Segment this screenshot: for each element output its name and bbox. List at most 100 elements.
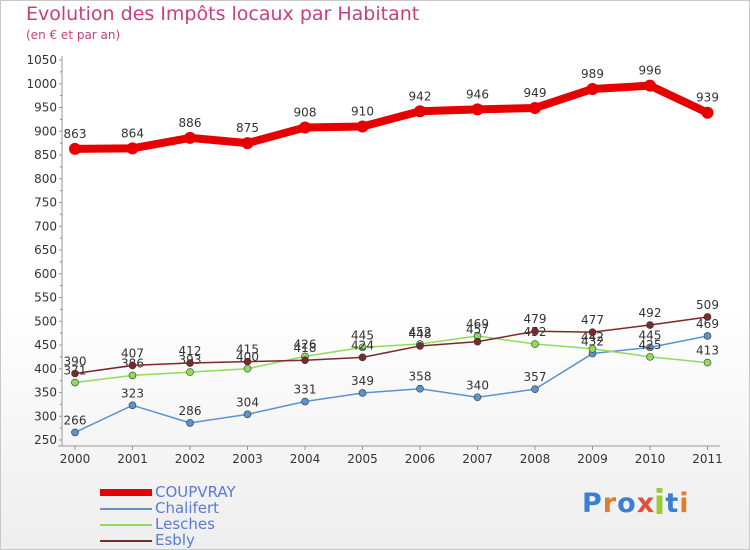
logo-letter: t xyxy=(665,488,680,519)
logo-letter: i xyxy=(679,488,690,519)
legend-label: COUPVRAY xyxy=(155,483,236,501)
proxiti-logo[interactable]: Proxiti xyxy=(582,484,690,523)
data-label: 509 xyxy=(696,298,719,312)
data-label: 357 xyxy=(524,370,547,384)
data-label: 910 xyxy=(351,105,374,119)
data-label: 304 xyxy=(236,395,259,409)
y-tick-label: 850 xyxy=(34,148,57,162)
data-point xyxy=(128,371,137,380)
data-label: 989 xyxy=(581,67,604,81)
chart-subtitle: (en € et par an) xyxy=(26,28,121,42)
data-point xyxy=(69,142,81,155)
x-tick-label: 2006 xyxy=(405,452,436,466)
data-point xyxy=(703,358,712,367)
legend-label: Esbly xyxy=(155,531,195,549)
data-label: 331 xyxy=(294,383,317,397)
y-tick-label: 800 xyxy=(34,172,57,186)
legend-swatch xyxy=(100,540,152,542)
logo-letter: P xyxy=(582,488,603,519)
legend-swatch xyxy=(100,524,152,526)
data-point xyxy=(588,328,597,336)
data-label: 946 xyxy=(466,87,489,101)
data-point xyxy=(358,389,367,397)
y-tick-label: 350 xyxy=(34,386,57,400)
data-label: 477 xyxy=(581,313,604,327)
y-tick-label: 950 xyxy=(34,101,57,115)
series-esbly: 390 407 412 415 418 424 448 457 479 477 492 509 xyxy=(64,298,719,378)
data-point xyxy=(186,368,194,376)
x-tick-label: 2004 xyxy=(290,452,321,466)
data-label: 412 xyxy=(179,344,202,358)
y-tick-label: 1050 xyxy=(26,53,57,67)
x-tick-label: 2003 xyxy=(232,452,263,466)
data-point xyxy=(356,120,369,133)
data-point xyxy=(301,397,309,406)
data-label: 908 xyxy=(294,105,317,119)
legend: COUPVRAY Chalifert Lesches Esbly xyxy=(100,483,300,549)
data-label: 425 xyxy=(639,338,662,352)
y-tick-label: 450 xyxy=(34,338,57,352)
x-tick-label: 2009 xyxy=(577,452,608,466)
data-point xyxy=(416,384,424,393)
data-label: 358 xyxy=(409,370,432,384)
data-point xyxy=(186,419,194,427)
data-point xyxy=(71,369,79,378)
data-point xyxy=(128,361,137,370)
data-label: 390 xyxy=(64,355,87,369)
data-point xyxy=(473,393,482,402)
series-chalifert: 266 323 286 304 331 349 358 340 357 432 445 469 xyxy=(64,317,719,437)
y-tick-label: 600 xyxy=(34,267,57,281)
data-label: 400 xyxy=(236,350,259,364)
data-point xyxy=(646,321,654,329)
data-point xyxy=(701,106,714,119)
legend-swatch xyxy=(100,489,152,496)
data-point xyxy=(243,410,252,419)
x-tick-label: 2002 xyxy=(175,452,206,466)
series-line xyxy=(71,81,712,153)
legend-item: Lesches xyxy=(100,515,300,533)
data-label: 424 xyxy=(351,338,374,352)
logo-letter: r xyxy=(602,488,618,519)
data-point xyxy=(531,340,539,348)
data-point xyxy=(703,332,712,340)
x-tick-label: 2007 xyxy=(462,452,493,466)
data-point xyxy=(531,327,539,336)
legend-item: COUPVRAY xyxy=(100,483,300,501)
data-label: 349 xyxy=(351,374,374,388)
data-label: 266 xyxy=(64,413,87,427)
data-label: 949 xyxy=(524,86,547,100)
y-tick-label: 300 xyxy=(34,409,57,423)
data-label: 457 xyxy=(466,323,489,337)
legend-item: Chalifert xyxy=(100,499,300,517)
data-label: 426 xyxy=(294,337,317,351)
data-point xyxy=(703,313,712,321)
data-point xyxy=(186,359,194,367)
data-point xyxy=(71,428,79,437)
series-line xyxy=(74,335,709,384)
x-tick-label: 2008 xyxy=(520,452,551,466)
data-point xyxy=(299,121,311,134)
x-tick-label: 2000 xyxy=(60,452,91,466)
data-label: 413 xyxy=(696,344,719,358)
data-point xyxy=(71,378,79,387)
data-point xyxy=(529,101,541,114)
series-line xyxy=(74,335,709,434)
y-tick-label: 400 xyxy=(34,362,57,376)
y-tick-label: 900 xyxy=(34,124,57,138)
data-point xyxy=(301,356,309,365)
series-line xyxy=(74,316,709,375)
data-point xyxy=(414,105,426,118)
data-label: 863 xyxy=(64,127,87,141)
data-label: 875 xyxy=(236,121,259,135)
data-label: 418 xyxy=(294,341,317,355)
y-tick-label: 250 xyxy=(34,433,57,447)
data-point xyxy=(416,342,424,350)
data-point xyxy=(243,364,252,373)
data-point xyxy=(241,137,254,150)
data-point xyxy=(588,344,597,353)
data-label: 323 xyxy=(121,386,144,400)
legend-label: Lesches xyxy=(155,515,215,533)
y-tick-label: 750 xyxy=(34,196,57,210)
